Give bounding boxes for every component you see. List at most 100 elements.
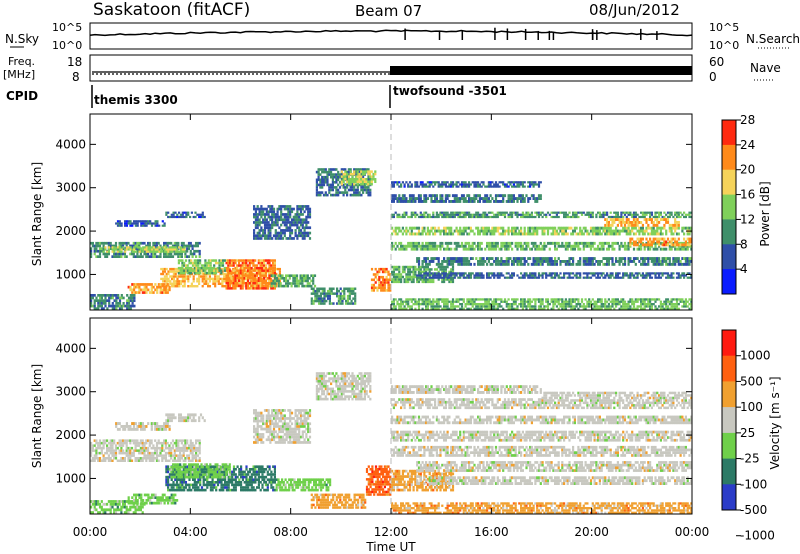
heatmap-cell bbox=[564, 241, 567, 245]
heatmap-cell bbox=[423, 270, 426, 274]
heatmap-cell bbox=[444, 211, 447, 214]
heatmap-cell bbox=[620, 241, 623, 245]
heatmap-cell bbox=[130, 252, 134, 256]
heatmap-cell bbox=[647, 257, 650, 260]
heatmap-cell bbox=[245, 277, 248, 280]
heatmap-cell bbox=[414, 200, 417, 203]
heatmap-cell bbox=[498, 262, 501, 266]
heatmap-cell bbox=[469, 215, 472, 219]
heatmap-cell bbox=[374, 178, 377, 181]
heatmap-cell bbox=[257, 287, 260, 290]
heatmap-cell bbox=[448, 260, 451, 263]
heatmap-cell bbox=[435, 200, 438, 203]
heatmap-cell bbox=[414, 303, 417, 306]
heatmap-cell bbox=[564, 229, 567, 233]
heatmap-cell bbox=[622, 244, 625, 248]
heatmap-cell bbox=[683, 211, 686, 214]
heatmap-cell bbox=[416, 185, 419, 188]
heatmap-cell bbox=[545, 226, 548, 230]
heatmap-cell bbox=[328, 289, 331, 293]
heatmap-cell bbox=[521, 183, 524, 186]
heatmap-cell bbox=[661, 260, 664, 263]
heatmap-cell bbox=[586, 272, 589, 275]
heatmap-cell bbox=[400, 278, 403, 281]
heatmap-cell bbox=[434, 183, 437, 186]
heatmap-cell bbox=[641, 213, 644, 216]
heatmap-cell bbox=[451, 257, 455, 260]
heatmap-cell bbox=[550, 241, 553, 245]
heatmap-cell bbox=[172, 211, 175, 214]
heatmap-cell bbox=[484, 247, 487, 251]
heatmap-cell bbox=[459, 274, 462, 277]
heatmap-cell bbox=[408, 194, 412, 198]
heatmap-cell bbox=[93, 247, 96, 250]
heatmap-cell bbox=[597, 226, 600, 230]
heatmap-cell bbox=[193, 249, 196, 253]
heatmap-cell bbox=[432, 274, 435, 277]
heatmap-cell bbox=[638, 260, 641, 263]
heatmap-cell bbox=[177, 269, 180, 272]
heatmap-cell bbox=[643, 211, 646, 214]
heatmap-cell bbox=[654, 218, 657, 221]
heatmap-cell bbox=[407, 300, 410, 303]
heatmap-cell bbox=[134, 224, 137, 227]
heatmap-cell bbox=[315, 178, 318, 182]
heatmap-cell bbox=[482, 211, 485, 214]
heatmap-cell bbox=[307, 207, 310, 211]
heatmap-cell bbox=[658, 232, 661, 236]
heatmap-cell bbox=[494, 241, 498, 245]
heatmap-cell bbox=[115, 296, 118, 300]
heatmap-cell bbox=[183, 215, 186, 219]
heatmap-cell bbox=[125, 222, 128, 225]
heatmap-cell bbox=[684, 243, 687, 247]
heatmap-cell bbox=[530, 213, 533, 216]
heatmap-cell bbox=[625, 218, 628, 221]
heatmap-cell bbox=[494, 226, 498, 230]
heatmap-cell bbox=[523, 247, 526, 251]
heatmap-cell bbox=[253, 229, 256, 232]
heatmap-cell bbox=[179, 250, 183, 253]
heatmap-cell bbox=[432, 298, 435, 301]
heatmap-cell bbox=[638, 237, 641, 241]
heatmap-cell bbox=[675, 221, 679, 224]
heatmap-cell bbox=[410, 226, 413, 230]
heatmap-cell bbox=[264, 287, 268, 290]
heatmap-cell bbox=[580, 211, 584, 214]
heatmap-cell bbox=[654, 247, 657, 251]
heatmap-cell bbox=[136, 252, 139, 256]
heatmap-cell bbox=[469, 298, 472, 301]
heatmap-cell bbox=[568, 274, 571, 277]
heatmap-cell bbox=[317, 183, 320, 187]
heatmap-cell bbox=[167, 248, 170, 251]
heatmap-cell bbox=[607, 276, 610, 279]
heatmap-cell bbox=[602, 272, 605, 275]
heatmap-cell bbox=[464, 262, 467, 266]
heatmap-cell bbox=[192, 275, 195, 278]
heatmap-cell bbox=[511, 211, 514, 214]
heatmap-cell bbox=[417, 257, 421, 260]
heatmap-cell bbox=[370, 267, 374, 271]
heatmap-cell bbox=[675, 260, 679, 263]
heatmap-cell bbox=[527, 185, 530, 188]
heatmap-cell bbox=[435, 257, 438, 260]
heatmap-cell bbox=[303, 284, 306, 288]
heatmap-cell bbox=[230, 271, 233, 275]
heatmap-cell bbox=[232, 267, 235, 271]
heatmap-cell bbox=[267, 231, 270, 235]
heatmap-cell bbox=[244, 272, 247, 276]
heatmap-cell bbox=[520, 260, 523, 263]
heatmap-cell bbox=[276, 218, 279, 222]
heatmap-cell bbox=[468, 276, 471, 279]
heatmap-cell bbox=[196, 277, 199, 281]
heatmap-cell bbox=[166, 288, 169, 292]
heatmap-cell bbox=[502, 262, 505, 266]
heatmap-cell bbox=[217, 282, 220, 285]
heatmap-cell bbox=[267, 229, 270, 232]
heatmap-cell bbox=[579, 211, 582, 214]
heatmap-cell bbox=[172, 270, 175, 273]
heatmap-cell bbox=[277, 274, 280, 277]
heatmap-cell bbox=[138, 220, 141, 223]
heatmap-cell bbox=[496, 194, 499, 198]
heatmap-cell bbox=[555, 215, 558, 219]
heatmap-cell bbox=[301, 237, 304, 240]
